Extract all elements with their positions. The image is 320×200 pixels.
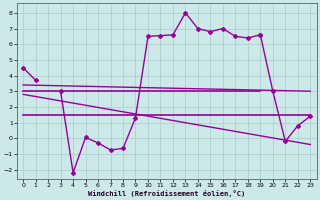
X-axis label: Windchill (Refroidissement éolien,°C): Windchill (Refroidissement éolien,°C)	[88, 190, 245, 197]
